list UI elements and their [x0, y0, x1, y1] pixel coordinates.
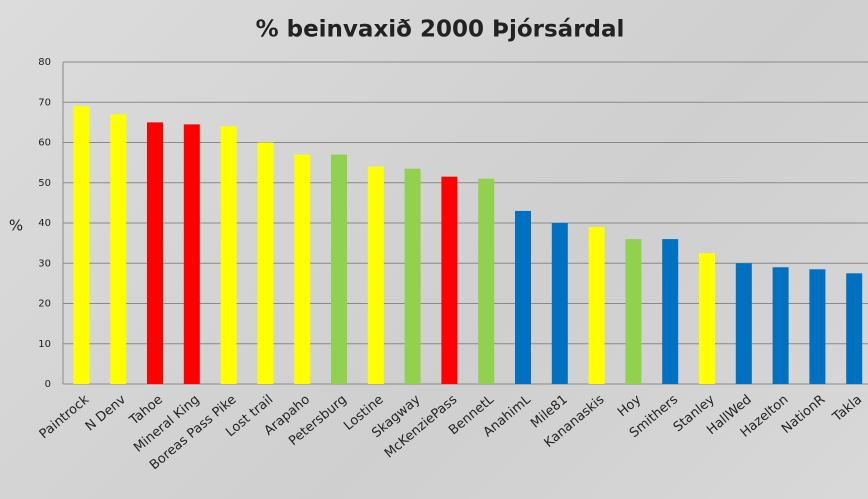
bar — [551, 223, 568, 384]
x-tick-label: Takla — [829, 392, 865, 425]
bar — [625, 239, 642, 384]
bar — [478, 178, 495, 384]
bar — [515, 210, 531, 384]
x-tick-label: Paintrock — [37, 392, 93, 442]
bar — [441, 176, 458, 384]
bar — [699, 253, 715, 384]
y-tick-label: 20 — [38, 299, 51, 310]
bar — [588, 227, 605, 384]
y-axis-label: % — [9, 217, 23, 235]
bar — [73, 106, 90, 385]
y-tick-label: 30 — [38, 258, 51, 269]
y-tick-label: 60 — [38, 138, 51, 149]
bar — [257, 142, 274, 384]
bar — [183, 124, 200, 384]
y-tick-label: 0 — [45, 379, 51, 390]
bar — [331, 154, 347, 384]
bar — [367, 166, 384, 384]
bar — [809, 269, 826, 384]
bar — [220, 126, 237, 385]
bar — [735, 263, 752, 384]
bar — [662, 239, 679, 384]
bar — [846, 273, 863, 384]
y-tick-label: 80 — [38, 57, 51, 68]
y-tick-label: 10 — [38, 339, 51, 350]
x-tick-label: Hoy — [615, 392, 644, 420]
chart-title: % beinvaxið 2000 Þjórsárdal — [256, 17, 625, 43]
y-tick-label: 40 — [38, 218, 51, 229]
bar — [294, 154, 311, 384]
y-tick-label: 70 — [38, 97, 51, 108]
bar — [404, 168, 421, 384]
bar — [772, 267, 789, 384]
bar — [147, 122, 163, 384]
bar — [110, 114, 127, 384]
y-tick-label: 50 — [38, 178, 51, 189]
x-tick-label: N Denv — [83, 392, 129, 434]
